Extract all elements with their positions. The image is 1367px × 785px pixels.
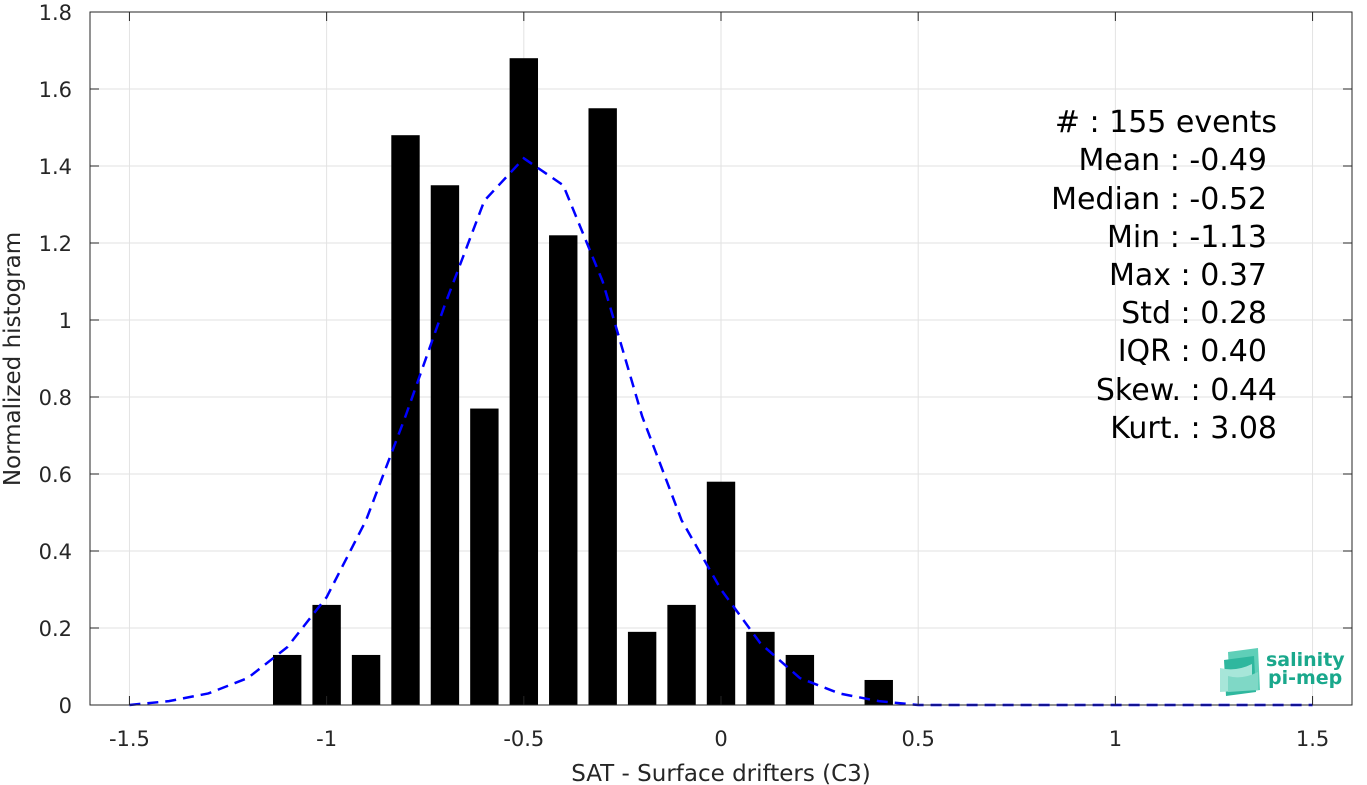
axes-layer (89, 11, 1353, 706)
stat-iqr: IQR : 0.40 (1118, 334, 1267, 369)
histogram-bar (312, 604, 341, 705)
histogram-bar (470, 408, 499, 705)
stat-kurt: Kurt. : 3.08 (1110, 411, 1277, 446)
stat-median: Median : -0.52 (1051, 182, 1267, 217)
stat-skew: Skew. : 0.44 (1096, 373, 1277, 408)
histogram-bar (706, 481, 736, 705)
x-tick-label: 1 (1109, 727, 1122, 751)
histogram-bar (588, 108, 617, 705)
x-tick-label: 1.5 (1296, 727, 1329, 751)
histogram-bar (509, 58, 539, 705)
y-tick-label: 1.4 (39, 155, 72, 179)
y-tick-label: 0.8 (39, 386, 72, 410)
x-axis-title: SAT - Surface drifters (C3) (571, 761, 871, 785)
y-tick-label: 1 (59, 309, 72, 333)
stat-std: Std : 0.28 (1121, 296, 1267, 331)
stat-min: Min : -1.13 (1107, 220, 1267, 255)
x-tick-label: -1 (316, 727, 337, 751)
x-tick-label: -1.5 (109, 727, 150, 751)
histogram-bar (549, 235, 578, 706)
y-tick-label: 0.4 (39, 540, 72, 564)
histogram-bar (430, 185, 460, 705)
y-tick-label: 1.8 (39, 1, 72, 25)
x-tick-label: 0 (714, 727, 727, 751)
y-tick-label: 0.2 (39, 617, 72, 641)
histogram-bar (351, 654, 381, 705)
logo-text-line1: salinity (1266, 649, 1345, 671)
x-tick-label: 0.5 (901, 727, 934, 751)
histogram-bar (785, 654, 815, 705)
bars-layer (272, 58, 893, 706)
salinity-pi-mep-logo: salinity pi-mep (1220, 648, 1345, 696)
stat-max: Max : 0.37 (1109, 258, 1267, 293)
logo-text-line2: pi-mep (1268, 667, 1342, 689)
histogram-bar (391, 135, 420, 705)
histogram-bar (272, 654, 302, 705)
y-tick-label: 1.6 (39, 78, 72, 102)
stats-annotation: # : 155 events Mean : -0.49 Median : -0.… (1051, 105, 1277, 446)
histogram-bar (746, 631, 775, 705)
y-axis-title: Normalized histogram (0, 232, 26, 486)
wave-logo-icon (1220, 648, 1260, 696)
histogram-bar (627, 631, 657, 705)
y-tick-label: 1.2 (39, 232, 72, 256)
y-tick-label: 0.6 (39, 463, 72, 487)
stat-events: # : 155 events (1055, 105, 1277, 140)
y-tick-label: 0 (59, 694, 72, 718)
x-tick-label: -0.5 (503, 727, 544, 751)
tick-labels-layer: -1.5 -1 -0.5 0 0.5 1 1.5 0 0.2 0.4 0.6 0.8 1 1.2 1.4 1.… (39, 1, 1330, 751)
stat-mean: Mean : -0.49 (1078, 143, 1267, 178)
histogram-bar (667, 604, 696, 705)
